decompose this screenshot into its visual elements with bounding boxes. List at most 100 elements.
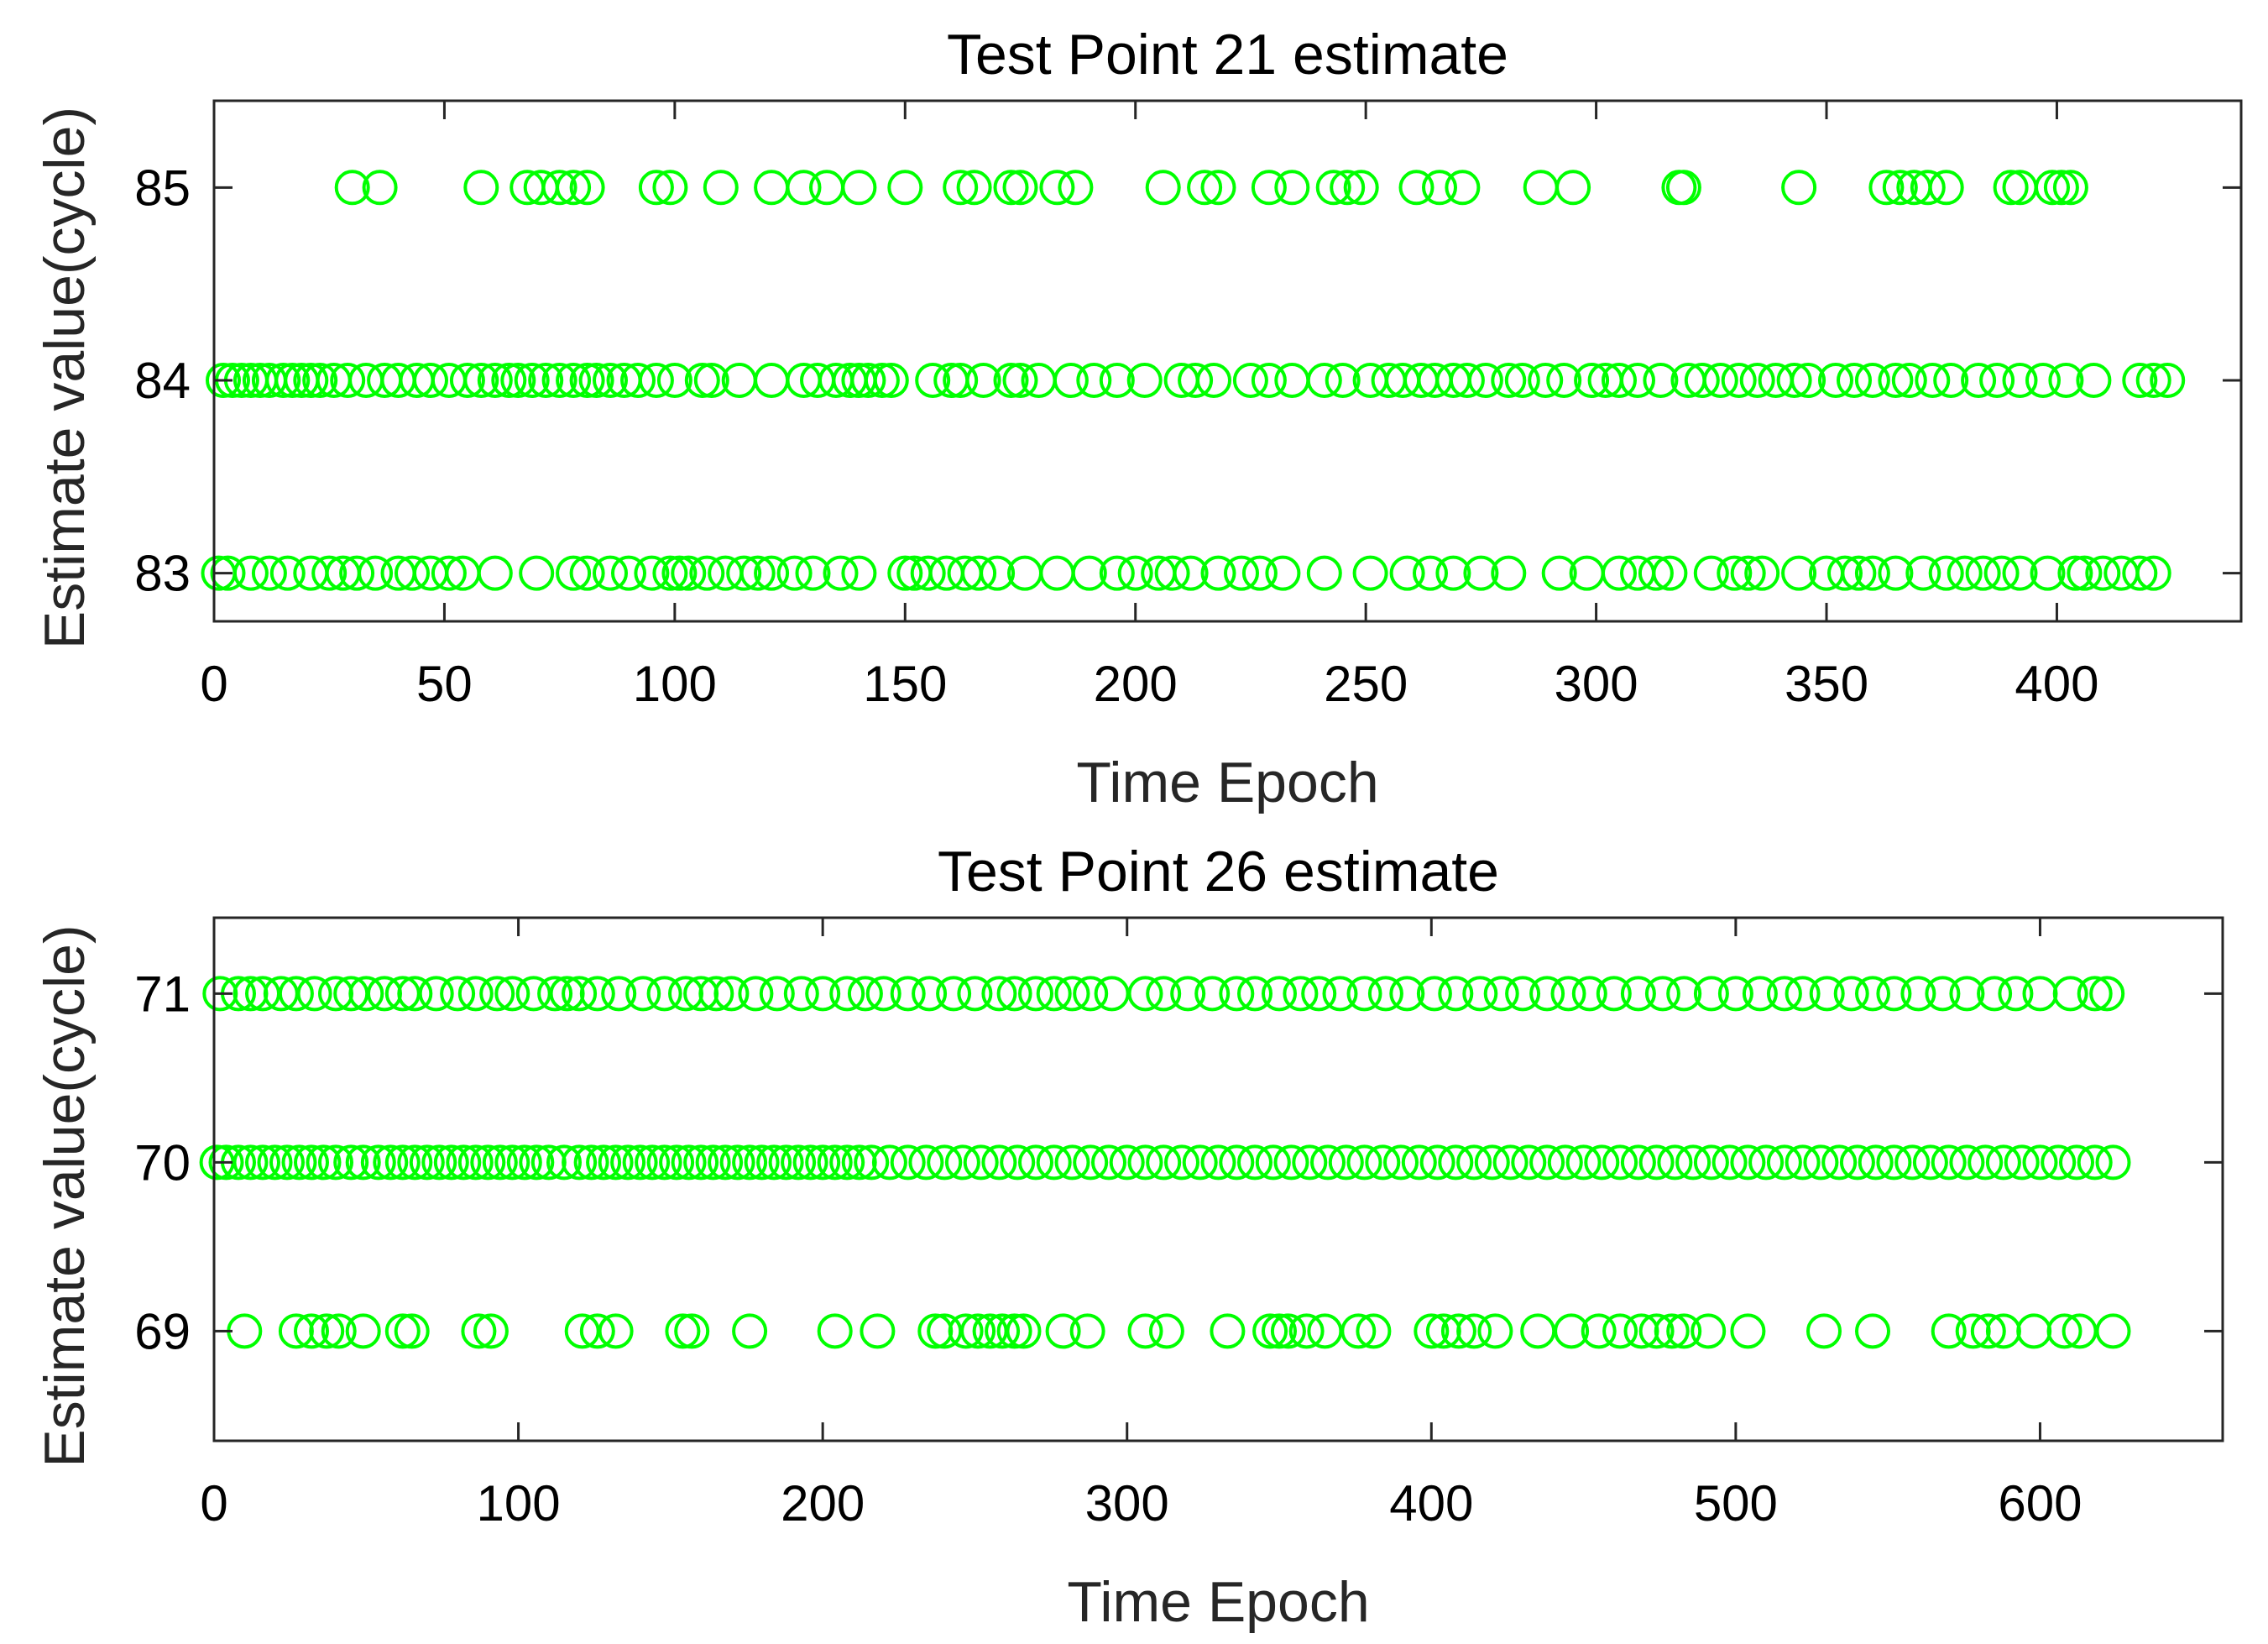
data-point	[1273, 1144, 1309, 1181]
data-point	[1288, 1313, 1325, 1349]
data-point	[1949, 1144, 1985, 1181]
data-point	[1925, 976, 1961, 1012]
data-point	[1910, 170, 1946, 206]
data-point	[2085, 555, 2121, 591]
data-point	[537, 976, 573, 1012]
data-point	[726, 555, 762, 591]
data-point	[1352, 555, 1388, 591]
data-point	[671, 1144, 707, 1181]
data-point	[1643, 363, 1679, 398]
data-point	[2089, 976, 2125, 1012]
data-point	[1620, 363, 1655, 398]
data-point	[695, 1144, 731, 1181]
data-point	[1693, 555, 1729, 591]
data-point	[1435, 363, 1471, 398]
data-point	[759, 976, 795, 1012]
data-point	[1541, 555, 1577, 591]
data-point	[719, 1144, 755, 1181]
data-point	[1854, 555, 1890, 591]
data-point	[1638, 1144, 1675, 1181]
data-point	[2135, 555, 2171, 591]
data-point	[841, 555, 877, 591]
data-point	[689, 555, 725, 591]
data-point	[1224, 555, 1259, 591]
data-point	[1652, 555, 1688, 591]
markers-group	[201, 170, 2186, 591]
data-point	[1340, 1313, 1377, 1349]
data-point	[233, 1144, 269, 1181]
data-point	[1602, 1144, 1638, 1181]
data-point	[1730, 1144, 1766, 1181]
data-point	[1620, 555, 1655, 591]
x-tick-label: 0	[200, 1475, 227, 1531]
data-point	[514, 363, 550, 398]
y-tick-label: 71	[134, 966, 191, 1022]
data-point	[996, 1313, 1032, 1349]
data-point	[944, 1144, 980, 1181]
data-point	[890, 1144, 926, 1181]
data-point	[1073, 976, 1109, 1012]
data-point	[817, 1144, 853, 1181]
y-tick-label: 69	[134, 1303, 191, 1359]
y-tick-label: 85	[134, 160, 191, 216]
data-point	[1419, 1144, 1455, 1181]
data-point	[1413, 555, 1448, 591]
data-point	[1403, 363, 1439, 398]
x-tick-label: 200	[1094, 656, 1178, 712]
data-point	[1219, 1144, 1255, 1181]
data-point	[1054, 1144, 1090, 1181]
data-point	[1365, 1144, 1401, 1181]
data-point	[2135, 363, 2171, 398]
data-point	[1251, 363, 1287, 398]
data-point	[1018, 976, 1053, 1012]
data-point	[887, 555, 923, 591]
data-point	[622, 1144, 658, 1181]
data-point	[792, 1144, 828, 1181]
data-point	[1002, 170, 1038, 206]
data-point	[449, 363, 485, 398]
data-point	[2059, 1144, 2094, 1181]
data-point	[2122, 363, 2158, 398]
data-point	[1210, 1313, 1246, 1349]
data-point	[578, 363, 614, 398]
data-point	[908, 1144, 944, 1181]
data-point	[473, 1313, 509, 1349]
data-point	[1274, 170, 1310, 206]
data-point	[1039, 170, 1075, 206]
data-point	[656, 363, 692, 398]
data-point	[1587, 363, 1623, 398]
data-point	[421, 1144, 457, 1181]
data-point	[1417, 363, 1453, 398]
data-point	[1251, 170, 1287, 206]
data-point	[865, 976, 901, 1012]
data-point	[1477, 1313, 1513, 1349]
data-point	[890, 976, 926, 1012]
data-point	[1858, 1144, 1894, 1181]
data-point	[2016, 1313, 2052, 1349]
data-point	[523, 170, 559, 206]
data-point	[445, 555, 481, 591]
data-point	[293, 363, 329, 398]
data-point	[1854, 363, 1890, 398]
data-point	[384, 1144, 421, 1181]
data-point	[1809, 976, 1845, 1012]
data-point	[510, 170, 546, 206]
data-point	[652, 170, 688, 206]
y-tick-label: 84	[134, 353, 191, 409]
data-point	[1693, 976, 1729, 1012]
data-point	[463, 170, 499, 206]
data-point	[1241, 555, 1278, 591]
data-point	[1383, 1144, 1419, 1181]
data-point	[912, 976, 948, 1012]
data-point	[1237, 976, 1272, 1012]
x-axis-label: Time Epoch	[1067, 1570, 1369, 1634]
data-point	[556, 363, 592, 398]
data-point	[1232, 363, 1268, 398]
data-point	[519, 555, 555, 591]
data-point	[1983, 555, 2020, 591]
x-tick-label: 400	[2015, 656, 2098, 712]
data-point	[1790, 363, 1826, 398]
data-point	[1711, 1144, 1748, 1181]
axes-frame	[212, 916, 2224, 1442]
data-point	[2002, 363, 2038, 398]
